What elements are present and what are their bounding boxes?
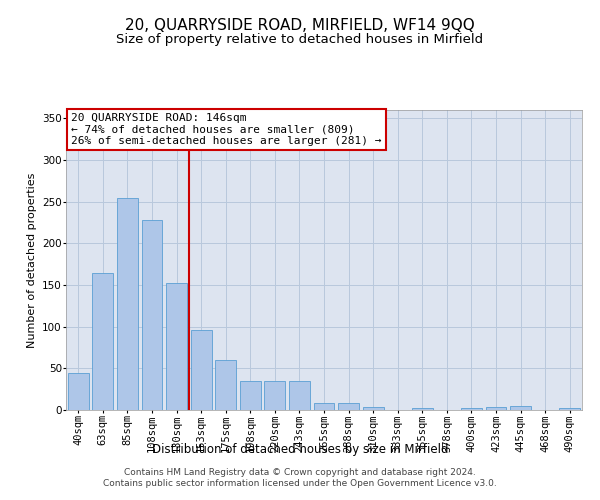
Bar — [240, 381, 261, 410]
Bar — [510, 406, 531, 410]
Text: Size of property relative to detached houses in Mirfield: Size of property relative to detached ho… — [116, 32, 484, 46]
Bar — [265, 381, 286, 410]
Bar — [68, 372, 89, 410]
Bar — [338, 402, 359, 410]
Y-axis label: Number of detached properties: Number of detached properties — [26, 172, 37, 348]
Bar — [314, 402, 334, 410]
Bar — [92, 272, 113, 410]
Text: 20, QUARRYSIDE ROAD, MIRFIELD, WF14 9QQ: 20, QUARRYSIDE ROAD, MIRFIELD, WF14 9QQ — [125, 18, 475, 32]
Bar — [289, 381, 310, 410]
Bar — [362, 406, 383, 410]
Bar — [485, 406, 506, 410]
Bar — [142, 220, 163, 410]
Bar — [191, 330, 212, 410]
Text: Contains HM Land Registry data © Crown copyright and database right 2024.
Contai: Contains HM Land Registry data © Crown c… — [103, 468, 497, 487]
Text: Distribution of detached houses by size in Mirfield: Distribution of detached houses by size … — [152, 442, 448, 456]
Bar — [215, 360, 236, 410]
Bar — [166, 284, 187, 410]
Bar — [461, 408, 482, 410]
Text: 20 QUARRYSIDE ROAD: 146sqm
← 74% of detached houses are smaller (809)
26% of sem: 20 QUARRYSIDE ROAD: 146sqm ← 74% of deta… — [71, 113, 382, 146]
Bar — [412, 408, 433, 410]
Bar — [559, 408, 580, 410]
Bar — [117, 198, 138, 410]
